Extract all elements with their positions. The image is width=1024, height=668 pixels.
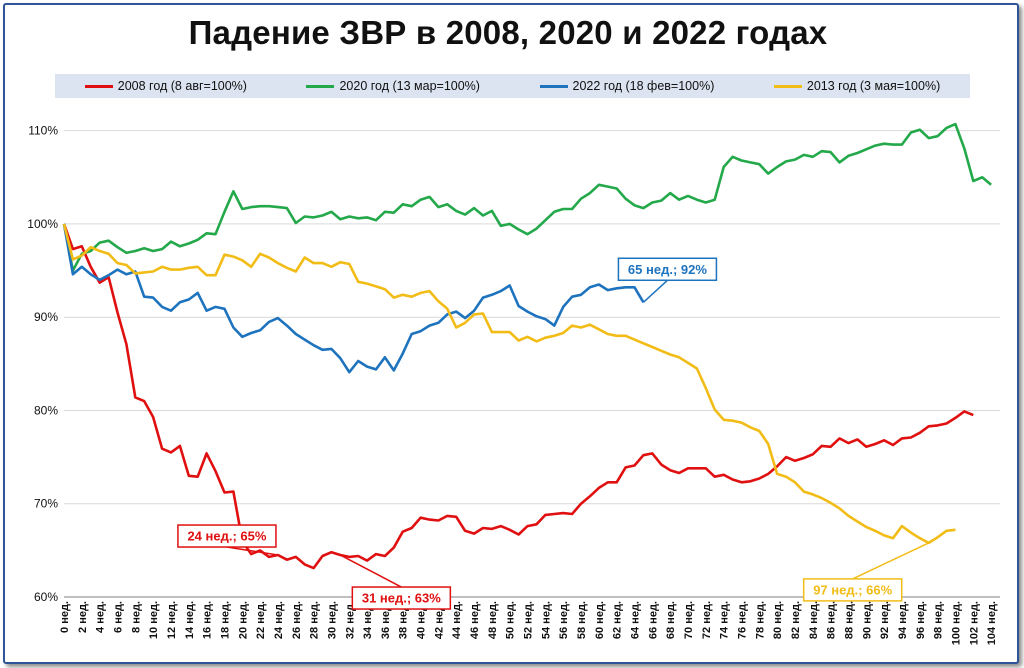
x-tick-label: 104 нед. (986, 601, 998, 645)
x-tick-label: 86 нед. (826, 601, 838, 639)
x-tick-label: 90 нед. (861, 601, 873, 639)
legend-item-2008: 2008 год (8 авг=100%) (84, 79, 247, 93)
legend-label-2020: 2020 год (13 мар=100%) (339, 79, 480, 93)
x-tick-label: 58 нед. (576, 601, 588, 639)
x-tick-label: 66 нед. (647, 601, 659, 639)
series-2022-line (62, 223, 645, 374)
x-tick-label: 32 нед. (344, 601, 356, 639)
x-tick-label: 102 нед. (968, 601, 980, 645)
x-tick-label: 94 нед. (897, 601, 909, 639)
x-tick-label: 36 нед. (380, 601, 392, 639)
series-2013-line (62, 223, 956, 545)
x-tick-label: 42 нед. (433, 601, 445, 639)
x-tick-label: 0 нед. (59, 601, 71, 633)
legend-label-2013: 2013 год (3 мая=100%) (806, 79, 941, 93)
x-tick-label: 68 нед. (665, 601, 677, 639)
x-tick-label: 6 нед. (112, 601, 124, 633)
x-tick-label: 20 нед. (237, 601, 249, 639)
x-tick-label: 52 нед. (523, 601, 535, 639)
x-tick-label: 54 нед. (540, 601, 552, 639)
x-tick-label: 50 нед. (505, 601, 517, 639)
x-tick-label: 80 нед. (772, 601, 784, 639)
x-tick-label: 48 нед. (487, 601, 499, 639)
legend-item-2013: 2013 год (3 мая=100%) (773, 79, 941, 93)
x-tick-label: 22 нед. (255, 601, 267, 639)
callout-leader (642, 279, 668, 303)
y-tick-label: 60% (34, 590, 58, 604)
x-tick-label: 96 нед. (915, 601, 927, 639)
x-tick-label: 56 нед. (558, 601, 570, 639)
callout-box (177, 524, 277, 548)
x-tick-label: 18 нед. (219, 601, 231, 639)
x-tick-label: 84 нед. (808, 601, 820, 639)
x-tick-label: 70 нед. (683, 601, 695, 639)
legend: 2008 год (8 авг=100%) 2020 год (13 мар=1… (55, 74, 970, 98)
x-tick-label: 34 нед. (362, 601, 374, 639)
y-tick-label: 70% (34, 497, 58, 511)
x-tick-label: 4 нед. (95, 601, 107, 633)
legend-item-2022: 2022 год (18 фев=100%) (539, 79, 715, 93)
callout-box (802, 578, 903, 602)
x-tick-label: 38 нед. (398, 601, 410, 639)
x-tick-label: 74 нед. (719, 601, 731, 639)
series-2020-line (62, 122, 992, 272)
y-tick-label: 80% (34, 403, 58, 417)
x-tick-label: 82 нед. (790, 601, 802, 639)
callout-label: 24 нед.; 65% (187, 529, 266, 544)
x-tick-label: 100 нед. (950, 601, 962, 645)
x-tick-label: 76 нед. (736, 601, 748, 639)
callout-leader (226, 546, 279, 556)
y-tick-label: 90% (34, 310, 58, 324)
x-tick-label: 46 нед. (469, 601, 481, 639)
callout-leader (339, 554, 402, 588)
chart-title: Падение ЗВР в 2008, 2020 и 2022 годах (188, 14, 828, 51)
x-tick-label: 78 нед. (754, 601, 766, 639)
y-tick-label: 110% (28, 124, 58, 138)
x-tick-label: 92 нед. (879, 601, 891, 639)
x-tick-label: 2 нед. (77, 601, 89, 633)
x-tick-label: 60 нед. (594, 601, 606, 639)
legend-swatch-2008 (84, 84, 113, 88)
legend-label-2008: 2008 год (8 авг=100%) (117, 79, 247, 93)
x-tick-label: 62 нед. (612, 601, 624, 639)
x-tick-label: 24 нед. (273, 601, 285, 639)
x-tick-label: 8 нед. (130, 601, 142, 633)
x-tick-label: 30 нед. (326, 601, 338, 639)
x-tick-label: 28 нед. (309, 601, 321, 639)
legend-item-2020: 2020 год (13 мар=100%) (306, 79, 480, 93)
x-tick-label: 16 нед. (202, 601, 214, 639)
x-tick-label: 12 нед. (166, 601, 178, 639)
x-tick-label: 88 нед. (843, 601, 855, 639)
x-tick-label: 72 нед. (701, 601, 713, 639)
series-2008-line (62, 223, 974, 570)
legend-label-2022: 2022 год (18 фев=100%) (572, 79, 715, 93)
x-tick-label: 44 нед. (451, 601, 463, 639)
legend-swatch-2013 (773, 84, 802, 88)
x-tick-label: 98 нед. (933, 601, 945, 639)
x-tick-label: 26 нед. (291, 601, 303, 639)
legend-swatch-2022 (539, 84, 568, 88)
callout-label: 31 нед.; 63% (362, 591, 441, 606)
callout-leader (852, 542, 930, 580)
x-tick-label: 10 нед. (148, 601, 160, 639)
y-tick-label: 100% (27, 217, 58, 231)
x-tick-label: 64 нед. (630, 601, 642, 639)
callout-label: 65 нед.; 92% (628, 262, 707, 277)
callout-box (617, 257, 718, 282)
callout-box (351, 586, 452, 610)
legend-swatch-2020 (306, 84, 335, 88)
callout-label: 97 нед.; 66% (813, 582, 892, 597)
x-tick-label: 40 нед. (416, 601, 428, 639)
x-tick-label: 14 нед. (184, 601, 196, 639)
